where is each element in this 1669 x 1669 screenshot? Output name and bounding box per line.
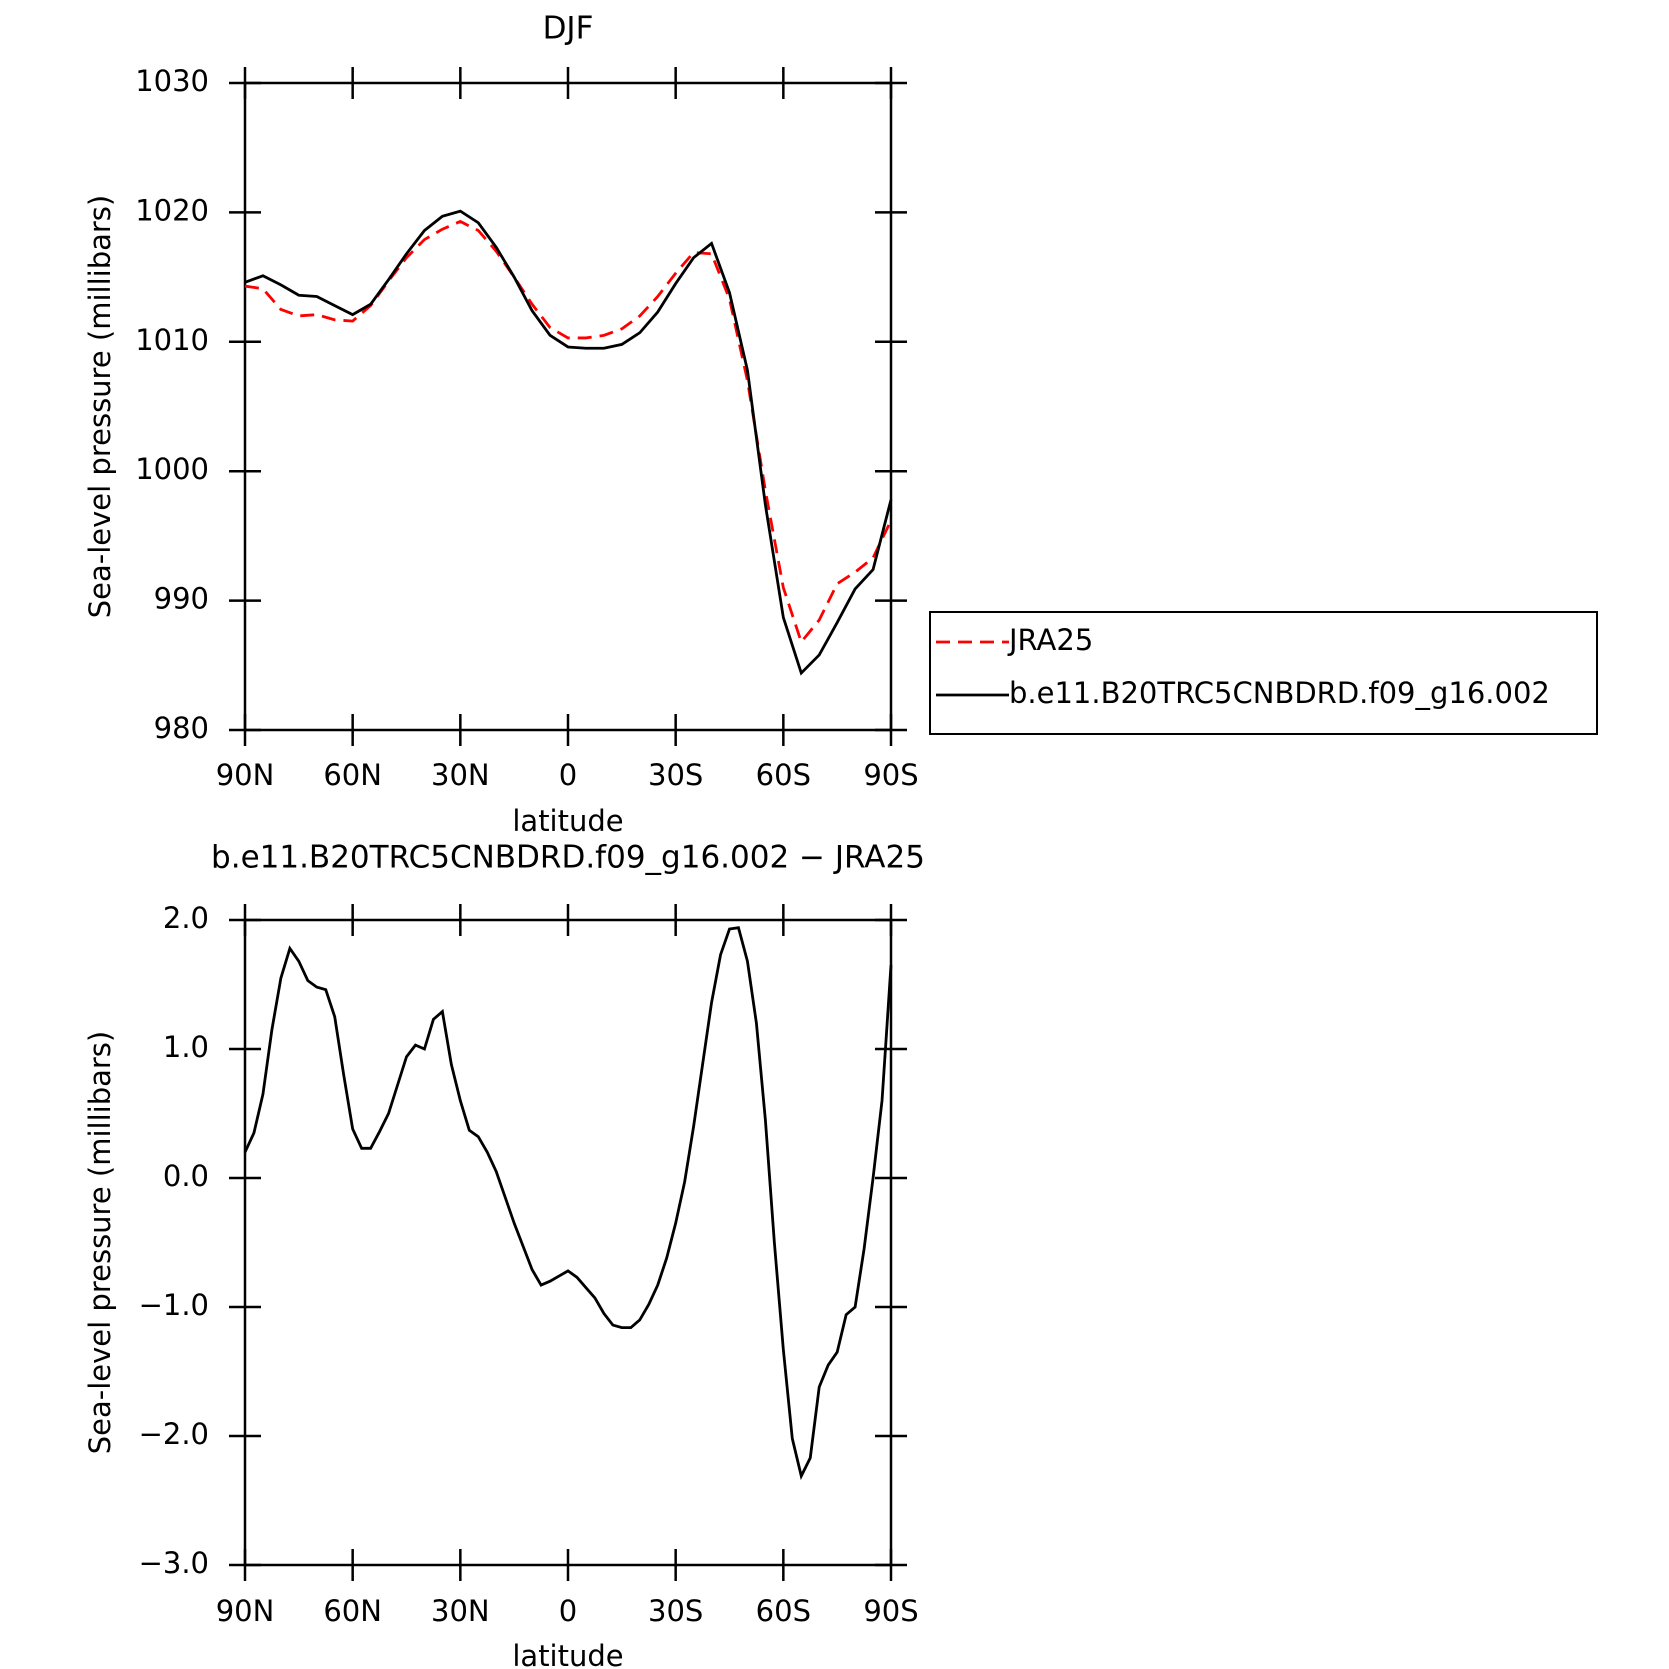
data-line (244, 219, 893, 645)
x-tick-label: 60N (323, 758, 382, 792)
legend-label: b.e11.B20TRC5CNBDRD.f09_g16.002 (1009, 676, 1550, 710)
y-tick-label: 2.0 (163, 901, 209, 935)
x-tick-label: 30N (431, 1594, 490, 1628)
y-tick-label: 1030 (135, 64, 209, 98)
data-line (244, 209, 893, 676)
legend-label: JRA25 (1007, 623, 1093, 657)
y-tick-label: −3.0 (139, 1546, 209, 1580)
x-tick-label: 90S (863, 758, 918, 792)
y-tick-label: 0.0 (163, 1159, 209, 1193)
y-axis-label: Sea-level pressure (millibars) (83, 1031, 117, 1454)
y-tick-label: 1000 (135, 452, 209, 486)
y-tick-label: 990 (154, 582, 209, 616)
y-tick-label: −2.0 (139, 1417, 209, 1451)
x-tick-label: 60S (756, 758, 811, 792)
plot-frame (243, 81, 893, 732)
x-tick-label: 30S (648, 758, 703, 792)
x-axis-label: latitude (512, 804, 623, 838)
x-tick-label: 90N (216, 1594, 275, 1628)
x-axis-label: latitude (512, 1639, 623, 1669)
y-axis-label: Sea-level pressure (millibars) (83, 195, 117, 618)
x-tick-label: 0 (559, 758, 577, 792)
data-line (243, 926, 893, 1481)
x-tick-label: 90N (216, 758, 275, 792)
chart-title: DJF (543, 11, 594, 47)
y-tick-label: 1020 (135, 193, 209, 227)
plot-frame (243, 918, 893, 1567)
x-tick-label: 60N (323, 1594, 382, 1628)
legend-box (929, 611, 1598, 735)
x-tick-label: 60S (756, 1594, 811, 1628)
x-tick-label: 90S (863, 1594, 918, 1628)
x-tick-label: 0 (559, 1594, 577, 1628)
y-tick-label: 1010 (135, 323, 209, 357)
y-tick-label: 1.0 (163, 1030, 209, 1064)
x-tick-label: 30N (431, 758, 490, 792)
chart-title: b.e11.B20TRC5CNBDRD.f09_g16.002 − JRA25 (211, 840, 925, 876)
x-tick-label: 30S (648, 1594, 703, 1628)
y-tick-label: −1.0 (139, 1288, 209, 1322)
y-tick-label: 980 (154, 711, 209, 745)
